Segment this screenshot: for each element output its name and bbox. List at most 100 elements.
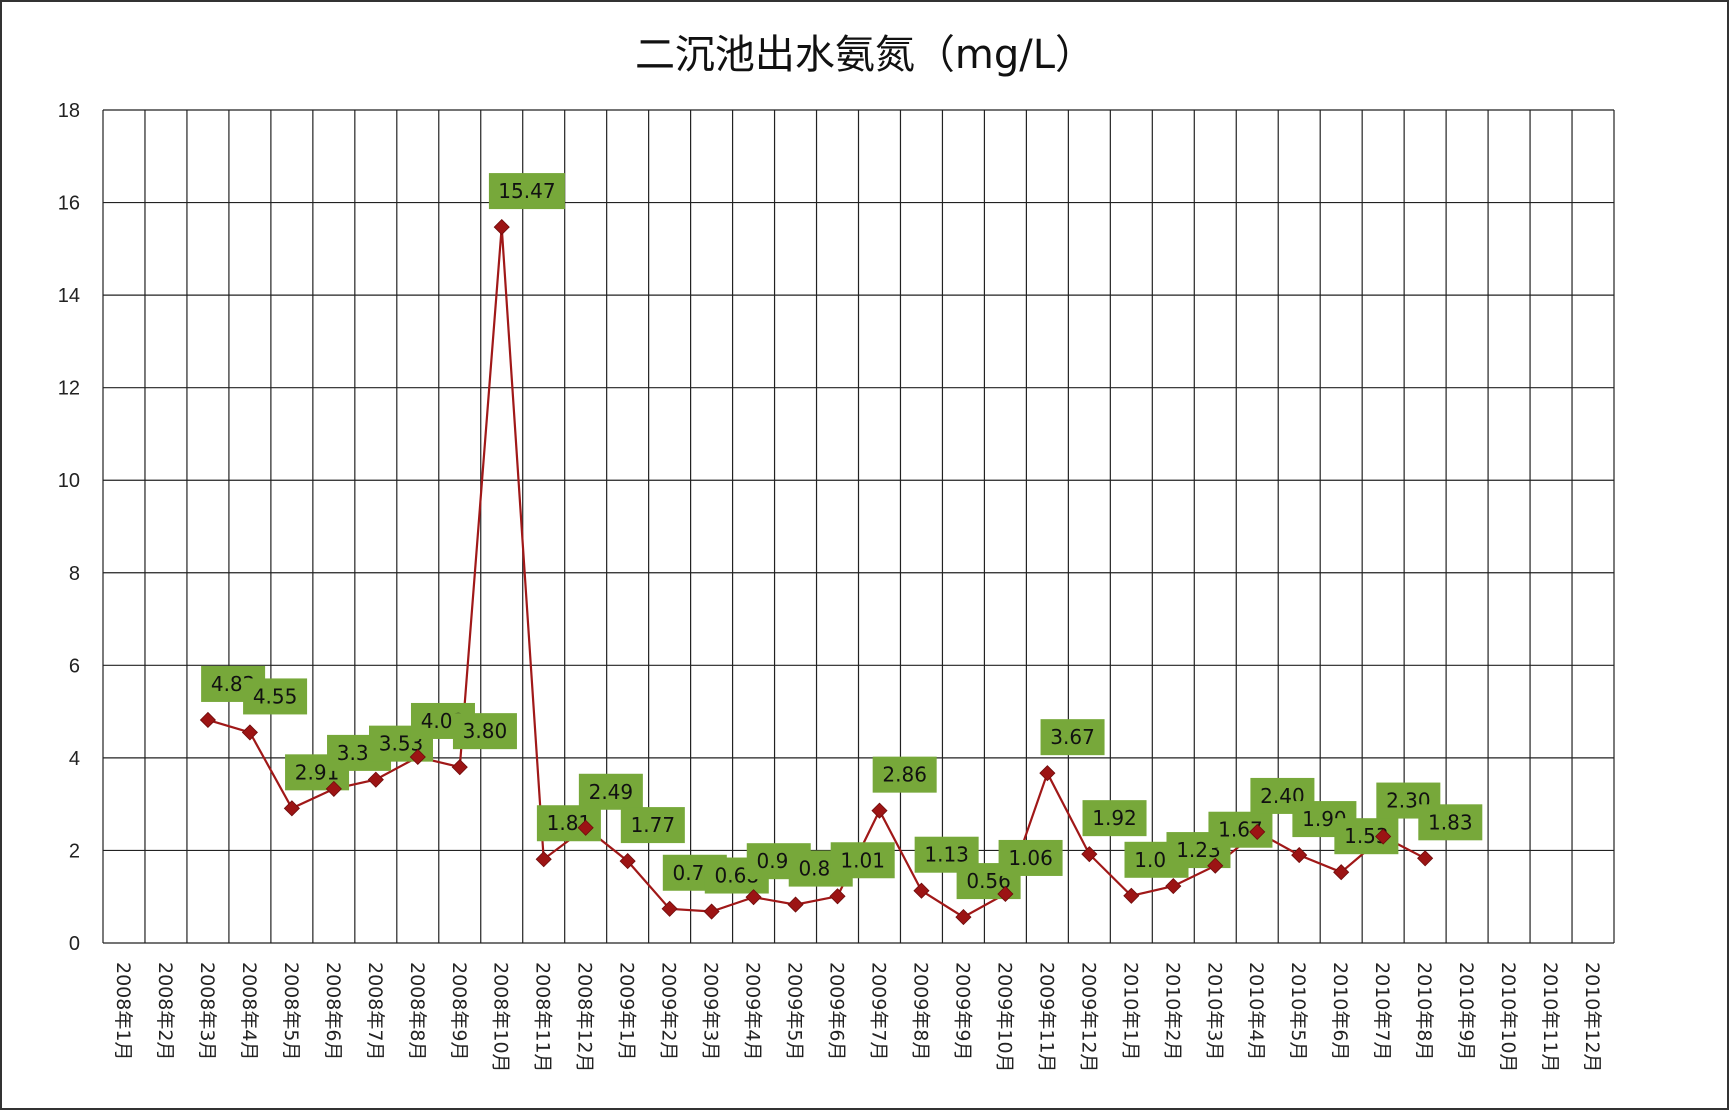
chart-title: 二沉池出水氨氮（mg/L） <box>635 32 1095 78</box>
data-label: 4.55 <box>253 684 298 708</box>
x-tick-label: 2010年2月 <box>1161 962 1183 1060</box>
x-tick-label: 2008年3月 <box>196 962 218 1060</box>
x-tick-label: 2009年6月 <box>826 962 848 1060</box>
x-tick-label: 2010年1月 <box>1119 962 1141 1060</box>
y-tick-label: 12 <box>58 378 80 400</box>
data-point-marker <box>1333 864 1350 881</box>
data-point-marker <box>1207 857 1224 874</box>
x-tick-label: 2010年3月 <box>1203 962 1225 1060</box>
data-point-marker <box>829 888 846 905</box>
x-tick-label: 2009年11月 <box>1035 962 1057 1073</box>
x-tick-label: 2008年4月 <box>238 962 260 1060</box>
x-tick-label: 2010年4月 <box>1245 962 1267 1060</box>
data-label-box <box>536 805 601 842</box>
data-label-box <box>578 773 643 810</box>
data-label-box <box>1418 804 1483 841</box>
x-tick-label: 2009年5月 <box>784 962 806 1060</box>
data-point-marker <box>1123 887 1140 904</box>
y-tick-label: 18 <box>58 100 80 122</box>
x-tick-label: 2008年10月 <box>490 962 512 1073</box>
x-axis-ticks: 2008年1月 2008年2月 2008年3月 2008年4月 2008年5月 2008年… <box>112 962 1603 1073</box>
data-label-box <box>872 756 937 793</box>
data-label-box <box>1040 719 1105 756</box>
data-point-marker <box>535 851 552 868</box>
x-tick-label: 2010年7月 <box>1371 962 1393 1060</box>
x-tick-label: 2010年6月 <box>1329 962 1351 1060</box>
data-point-marker <box>661 900 678 917</box>
data-point-marker <box>619 853 636 870</box>
x-tick-label: 2008年1月 <box>112 962 134 1060</box>
data-point-marker <box>325 780 342 797</box>
data-point-marker <box>199 711 216 729</box>
data-label: 1.83 <box>1428 810 1473 834</box>
data-point-marker <box>1165 878 1182 895</box>
data-label: 2.49 <box>589 780 634 804</box>
x-tick-label: 2008年6月 <box>322 962 344 1060</box>
x-tick-label: 2008年7月 <box>364 962 386 1060</box>
data-point-marker <box>871 802 888 819</box>
data-label: 1.06 <box>1008 846 1053 870</box>
data-label: 3.80 <box>463 719 508 743</box>
data-point-marker <box>1291 847 1308 864</box>
x-tick-label: 2008年12月 <box>574 962 596 1073</box>
data-label: 2.86 <box>882 763 927 787</box>
data-point-marker <box>493 219 510 236</box>
x-tick-label: 2008年9月 <box>448 962 470 1060</box>
data-label-box <box>620 807 685 844</box>
data-point-marker <box>997 885 1014 903</box>
y-axis-ticks: 0 2 4 6 8 10 12 14 16 18 <box>58 100 80 955</box>
y-tick-label: 8 <box>69 563 80 585</box>
x-tick-label: 2008年11月 <box>532 962 554 1073</box>
data-point-marker <box>367 771 384 788</box>
data-point-marker <box>409 748 426 766</box>
x-tick-label: 2008年2月 <box>154 962 176 1060</box>
x-tick-label: 2010年5月 <box>1287 962 1309 1060</box>
data-point-marker <box>283 800 300 817</box>
data-label-box <box>243 678 308 715</box>
y-tick-label: 10 <box>58 470 80 492</box>
data-label-box <box>1082 800 1147 837</box>
y-tick-label: 0 <box>69 933 80 955</box>
x-tick-label: 2010年12月 <box>1581 962 1603 1073</box>
y-tick-label: 16 <box>58 193 80 215</box>
data-label-box <box>998 839 1063 876</box>
data-point-marker <box>1375 828 1392 845</box>
data-point-marker <box>1081 846 1098 863</box>
data-label: 1.92 <box>1092 806 1137 830</box>
data-point-marker <box>241 724 258 741</box>
y-tick-label: 14 <box>58 285 80 307</box>
x-tick-label: 2009年1月 <box>616 962 638 1060</box>
data-markers <box>199 219 1434 926</box>
data-point-marker <box>703 903 720 920</box>
data-point-marker <box>1249 823 1266 840</box>
x-tick-label: 2009年4月 <box>742 962 764 1060</box>
data-point-marker <box>745 889 762 906</box>
x-tick-label: 2009年2月 <box>658 962 680 1060</box>
x-tick-label: 2010年9月 <box>1455 962 1477 1060</box>
data-label: 1.77 <box>631 813 676 837</box>
y-tick-label: 4 <box>69 748 80 770</box>
data-point-marker <box>1039 765 1056 782</box>
x-tick-label: 2009年10月 <box>993 962 1015 1073</box>
data-point-marker <box>1417 850 1434 867</box>
data-label: 3.67 <box>1050 725 1095 749</box>
x-tick-label: 2010年11月 <box>1539 962 1561 1073</box>
data-label-box <box>452 713 517 750</box>
data-label: 1.01 <box>840 848 885 872</box>
data-point-marker <box>913 882 930 899</box>
data-label: 1.13 <box>924 843 969 867</box>
grid <box>102 109 1615 944</box>
data-point-marker <box>577 819 594 836</box>
data-labels: 4.824.552.913.333.534.023.8015.471.812.4… <box>201 173 1483 900</box>
data-point-marker <box>955 909 972 926</box>
data-label-box <box>830 842 895 879</box>
data-label: 15.47 <box>498 179 555 203</box>
data-point-marker <box>451 759 468 776</box>
y-tick-label: 2 <box>69 840 80 862</box>
y-tick-label: 6 <box>69 655 80 677</box>
data-label-box <box>488 173 565 210</box>
x-tick-label: 2009年12月 <box>1077 962 1099 1073</box>
